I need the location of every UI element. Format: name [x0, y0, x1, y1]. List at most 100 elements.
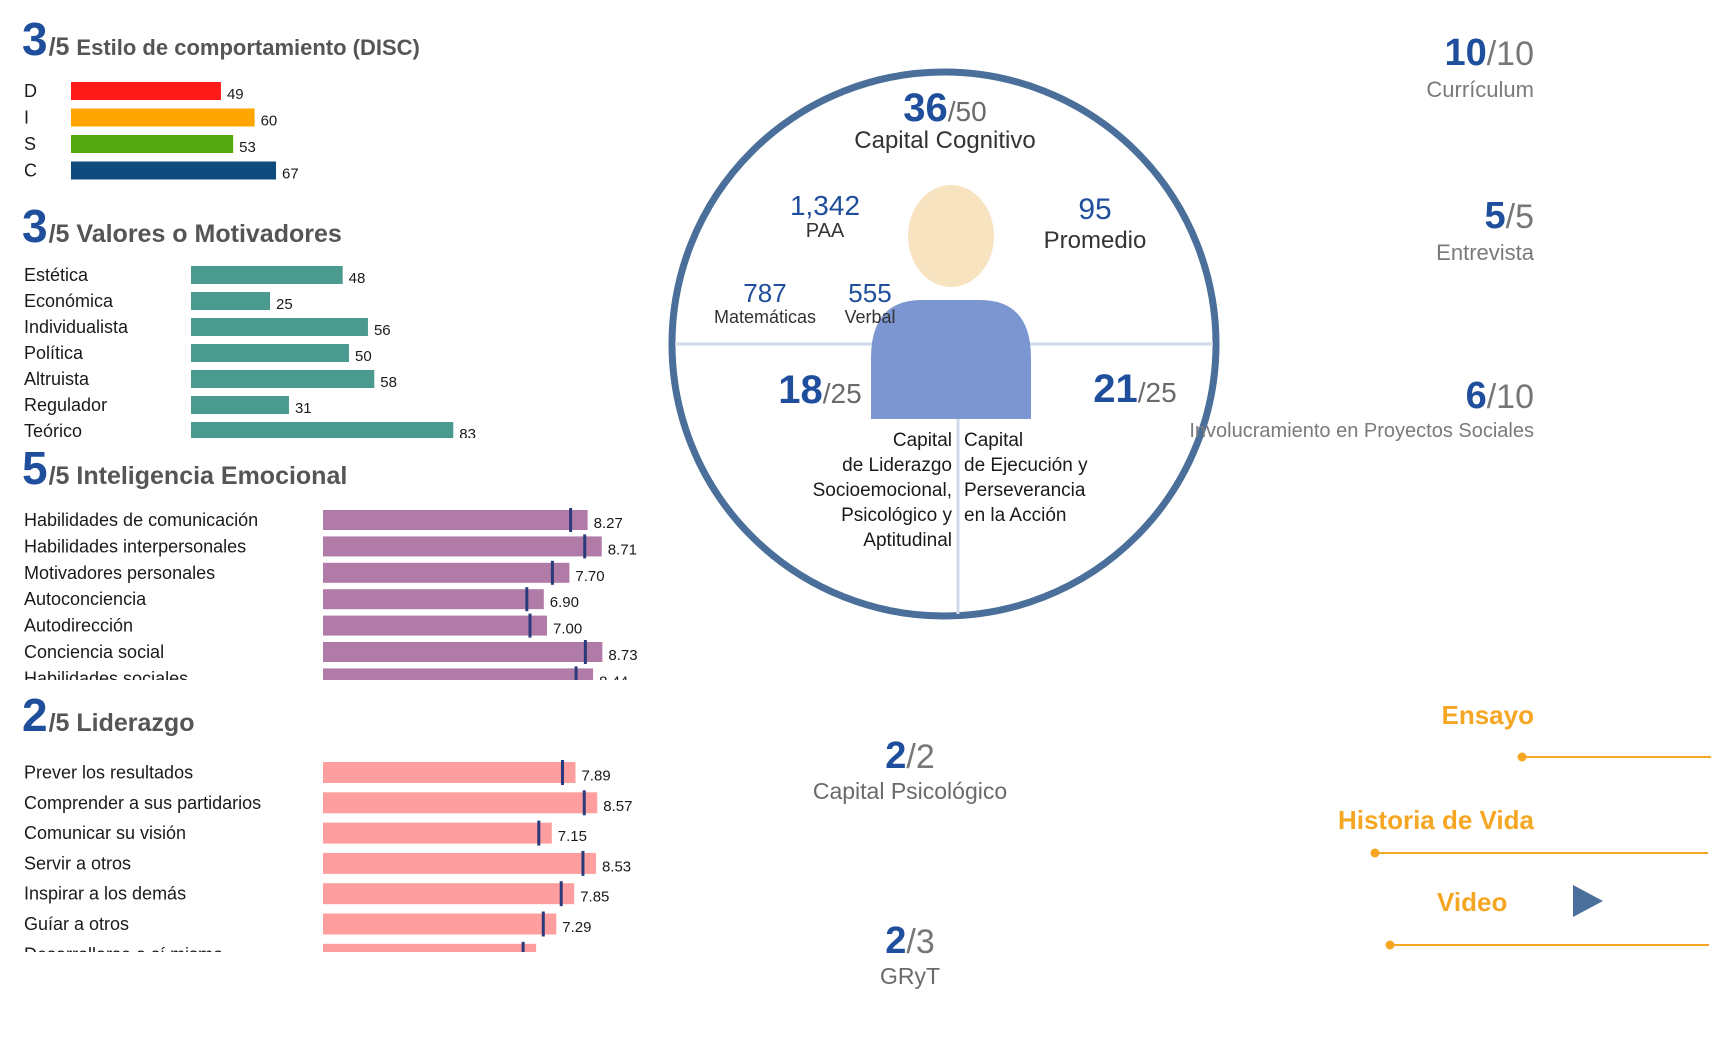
ejecucion-capital-score: 21/25 [1093, 367, 1177, 411]
emocional-chart: Habilidades de comunicación 8.27 Habilidad… [24, 508, 638, 680]
category-label: Prever los resultados [24, 763, 193, 783]
value-label: 53 [239, 139, 256, 156]
bar [323, 536, 602, 557]
curriculum-score: 10/10 Currículum [1426, 32, 1534, 102]
bar [323, 913, 557, 935]
liderazgo-score-den: /5 [48, 709, 70, 737]
disc-section-title: 3 /5 Estilo de comportamiento (DISC) [22, 16, 420, 62]
emocional-score-den: /5 [48, 462, 70, 490]
value-label: 8.57 [603, 798, 632, 815]
valores-section-title: 3 /5 Valores o Motivadores [22, 203, 342, 249]
bar [323, 668, 594, 680]
category-label: Servir a otros [24, 853, 131, 873]
value-label: 6.90 [550, 594, 579, 611]
bar [323, 562, 570, 583]
value-label: 60 [261, 113, 278, 130]
valores-chart: Estética 48 Económica 25 Individualista 56 Pol… [24, 265, 476, 438]
disc-title: Estilo de comportamiento (DISC) [76, 35, 420, 60]
value-label: 8.73 [608, 647, 637, 664]
bar [323, 943, 537, 952]
paa-score: 1,342 PAA [789, 190, 861, 242]
value-label: 48 [349, 270, 366, 287]
value-label: 7.15 [558, 828, 587, 845]
circle-outline [668, 68, 1220, 620]
ejecucion-capital-label: Capital de Ejecución y Perseverancia en … [964, 430, 1088, 526]
psicologico-label: Capital Psicológico [812, 778, 1008, 804]
value-label: 7.00 [553, 621, 582, 638]
entrevista-label: Entrevista [1436, 240, 1534, 265]
category-label: Estética [24, 265, 89, 285]
cognitivo-score: 36/50 Capital Cognitivo [810, 86, 1080, 155]
bar [191, 266, 343, 284]
value-label: 50 [355, 348, 372, 365]
curriculum-label: Currículum [1426, 77, 1534, 102]
disc-chart: D 49 I 60 S 53 C 67 [24, 81, 299, 183]
psicologico-score: 2/2 Capital Psicológico [780, 735, 1040, 805]
value-label: 58 [380, 374, 397, 391]
value-label: 7.85 [580, 889, 609, 906]
bar [191, 422, 454, 438]
valores-score-den: /5 [48, 220, 70, 248]
emocional-title: Inteligencia Emocional [76, 462, 348, 490]
category-label: C [24, 161, 37, 181]
category-label: Motivadores personales [24, 563, 215, 583]
value-label: 6.66 [542, 949, 571, 952]
bar [323, 762, 576, 783]
value-label: 8.27 [594, 515, 623, 532]
historia-timeline [1370, 848, 1708, 858]
liderazgo-section-title: 2 /5 Liderazgo [22, 692, 194, 738]
bar [323, 822, 552, 844]
play-icon[interactable] [1570, 882, 1606, 920]
category-label: D [24, 81, 37, 101]
historia-de-vida-link[interactable]: Historia de Vida [1337, 805, 1534, 835]
category-label: Habilidades sociales [24, 668, 188, 680]
category-label: Política [24, 343, 84, 363]
category-label: Regulador [24, 395, 107, 415]
category-label: S [24, 134, 36, 154]
category-label: Comunicar su visión [24, 823, 186, 843]
person-icon [871, 185, 1031, 419]
liderazgo-score: 2 [22, 689, 48, 741]
liderazgo-capital-score: 18/25 [778, 368, 862, 412]
cognitivo-label: Capital Cognitivo [854, 127, 1036, 154]
bar [191, 318, 368, 336]
bar [191, 344, 349, 362]
value-label: 67 [282, 166, 299, 183]
value-label: 8.53 [602, 858, 631, 875]
bar [191, 396, 289, 414]
promedio-score: 95 Promedio [1043, 193, 1147, 254]
bar [323, 852, 596, 874]
category-label: Inspirar a los demás [24, 884, 186, 904]
category-label: Habilidades interpersonales [24, 536, 246, 556]
value-label: 56 [374, 322, 391, 339]
category-label: Altruista [24, 369, 90, 389]
matematicas-score: 787 Matemáticas [713, 278, 817, 327]
value-label: 8.71 [608, 541, 637, 558]
value-label: 25 [276, 296, 293, 313]
video-timeline [1385, 940, 1709, 950]
bar [71, 161, 277, 180]
bar [71, 82, 221, 100]
value-label: 31 [295, 400, 312, 417]
gryt-label: GRyT [879, 963, 941, 989]
value-label: 49 [227, 86, 244, 103]
video-link[interactable]: Video [1437, 887, 1508, 917]
bar [71, 108, 255, 127]
ensayo-link[interactable]: Ensayo [1441, 700, 1535, 730]
category-label: Habilidades de comunicación [24, 510, 258, 530]
valores-score: 3 [22, 200, 48, 252]
category-label: Guíar a otros [24, 914, 129, 934]
value-label: 83 [459, 426, 476, 438]
bar [323, 792, 598, 814]
category-label: Autodirección [24, 616, 133, 636]
value-label: 7.89 [581, 768, 610, 785]
category-label: Económica [24, 291, 114, 311]
bar [71, 135, 234, 153]
ensayo-timeline [1517, 752, 1711, 762]
emocional-score: 5 [22, 442, 48, 494]
verbal-score: 555 Verbal [844, 278, 896, 327]
proyectos-score: 6/10 Involucramiento en Proyectos Social… [1189, 375, 1534, 442]
category-label: Individualista [24, 317, 129, 337]
bar [323, 589, 544, 610]
bar [191, 292, 270, 310]
